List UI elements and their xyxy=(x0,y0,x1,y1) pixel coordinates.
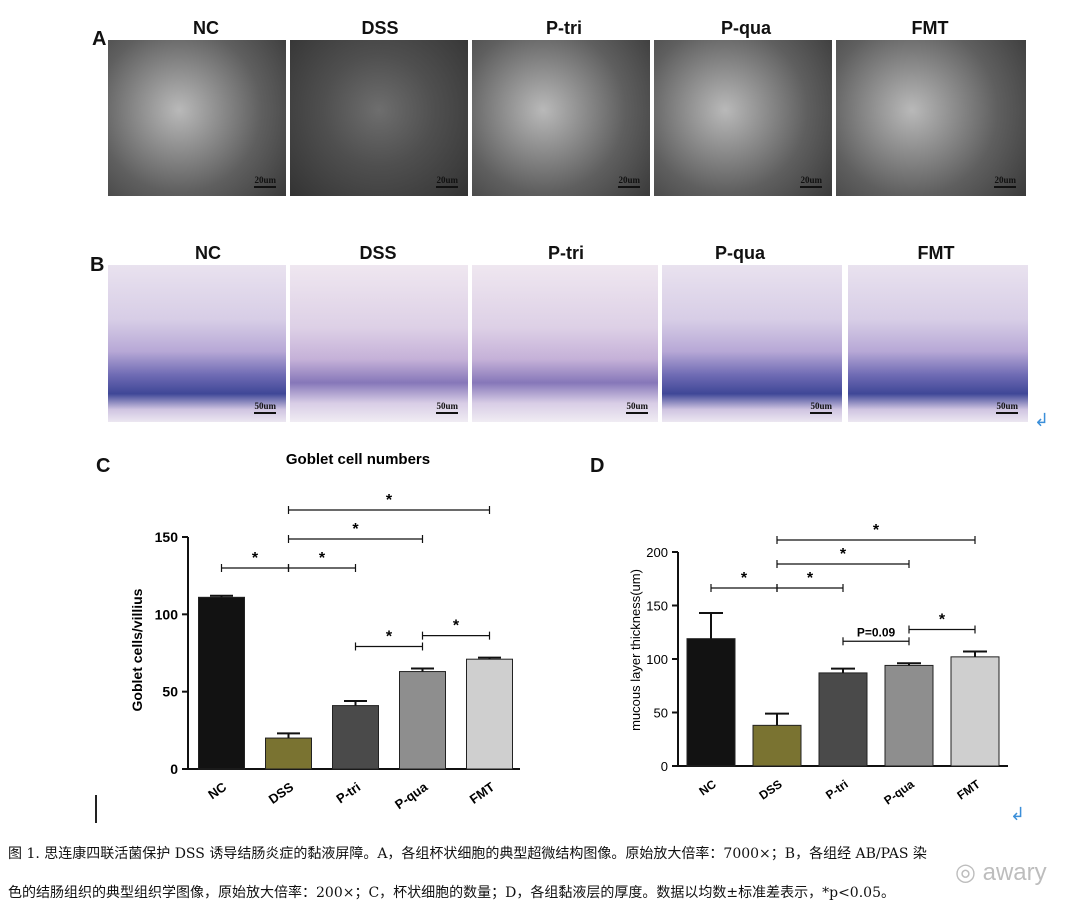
y-tick-label: 0 xyxy=(170,761,178,777)
panel-a-label-fmt: FMT xyxy=(911,18,949,38)
em-image-fmt: 20um xyxy=(836,40,1026,196)
significance-label: * xyxy=(807,570,814,587)
y-tick-label: 100 xyxy=(155,606,179,622)
bar-fmt xyxy=(466,658,513,770)
y-tick-label: 150 xyxy=(155,529,179,545)
caption-line-2: 色的结肠组织的典型组织学图像，原始放大倍率：200×；C，杯状细胞的数量；D，各… xyxy=(8,885,895,901)
histology-image-ptri: 50um xyxy=(472,265,658,422)
significance-label: * xyxy=(319,550,326,567)
bar-p-tri xyxy=(818,672,868,767)
y-axis-label: Goblet cells/villius xyxy=(129,588,145,711)
significance-label: * xyxy=(741,570,748,587)
text-cursor xyxy=(95,795,97,823)
watermark: ◎ awary xyxy=(955,859,1047,886)
y-tick-label: 100 xyxy=(646,652,668,667)
panel-a-label-ptri: P-tri xyxy=(546,18,582,38)
bar-p-qua xyxy=(399,671,446,770)
em-image-dss: 20um xyxy=(290,40,468,196)
significance-label: * xyxy=(453,618,460,635)
caption-line-1: 图 1. 思连康四联活菌保护 DSS 诱导结肠炎症的黏液屏障。A，各组杯状细胞的… xyxy=(8,846,927,862)
panel-a-label-dss: DSS xyxy=(361,18,399,38)
bar-p-tri xyxy=(332,705,379,770)
scale-bar: 20um xyxy=(436,175,458,188)
x-tick-label: P-tri xyxy=(823,777,851,802)
x-tick-label: FMT xyxy=(954,777,983,803)
y-axis-label: mucous layer thickness(um) xyxy=(628,569,643,731)
bar-p-qua xyxy=(884,664,934,767)
scale-bar: 20um xyxy=(800,175,822,188)
bar-fmt xyxy=(950,656,1000,767)
bar-nc xyxy=(686,638,736,767)
panel-b-letter: B xyxy=(90,254,105,276)
x-tick-label: FMT xyxy=(467,779,498,807)
chat-bubble-icon: ◎ xyxy=(955,859,976,886)
goblet-cell-chart: Goblet cell numbers Goblet cells/villius… xyxy=(129,451,520,810)
histology-image-dss: 50um xyxy=(290,265,468,422)
scale-bar: 50um xyxy=(810,401,832,414)
scale-bar: 50um xyxy=(254,401,276,414)
scale-bar: 20um xyxy=(618,175,640,188)
scale-bar: 20um xyxy=(994,175,1016,188)
bar-dss xyxy=(265,737,312,770)
panel-b-label-dss: DSS xyxy=(359,243,397,263)
y-tick-label: 50 xyxy=(654,706,668,721)
histology-image-pqua: 50um xyxy=(662,265,842,422)
mucous-layer-chart: mucous layer thickness(um) 0 50 100 150 200 N… xyxy=(628,522,1008,808)
x-tick-label: DSS xyxy=(756,777,784,803)
em-image-nc: 20um xyxy=(108,40,286,196)
scale-bar: 50um xyxy=(996,401,1018,414)
scale-bar: 50um xyxy=(436,401,458,414)
significance-label: * xyxy=(386,628,393,645)
panel-b-label-pqua: P-qua xyxy=(714,243,765,263)
y-tick-label: 50 xyxy=(162,684,178,700)
panel-a-letter: A xyxy=(92,28,107,50)
x-tick-label: P-qua xyxy=(392,779,431,810)
histology-image-fmt: 50um xyxy=(848,265,1028,422)
return-mark-icon: ↲ xyxy=(1034,410,1050,430)
panel-a-label-nc: NC xyxy=(193,18,219,38)
significance-label: * xyxy=(352,521,359,538)
chart-title: Goblet cell numbers xyxy=(286,451,430,468)
em-image-ptri: 20um xyxy=(472,40,650,196)
panel-b-label-fmt: FMT xyxy=(917,243,955,263)
x-tick-label: DSS xyxy=(266,779,297,807)
significance-label: * xyxy=(873,522,880,539)
panel-b-label-ptri: P-tri xyxy=(548,243,584,263)
bar-dss xyxy=(752,724,802,767)
em-image-pqua: 20um xyxy=(654,40,832,196)
significance-label: P=0.09 xyxy=(857,625,896,639)
y-tick-label: 200 xyxy=(646,545,668,560)
significance-label: * xyxy=(386,492,393,509)
return-mark-icon: ↲ xyxy=(1010,804,1026,824)
scale-bar: 20um xyxy=(254,175,276,188)
panel-b-label-nc: NC xyxy=(195,243,221,263)
panel-c-letter: C xyxy=(96,455,111,477)
x-tick-label: P-qua xyxy=(881,777,917,808)
histology-image-nc: 50um xyxy=(108,265,286,422)
scale-bar: 50um xyxy=(626,401,648,414)
panel-a-label-pqua: P-qua xyxy=(720,18,771,38)
significance-label: * xyxy=(252,550,259,567)
x-tick-label: P-tri xyxy=(333,779,363,806)
panel-d-letter: D xyxy=(590,455,605,477)
significance-label: * xyxy=(939,612,946,629)
x-tick-label: NC xyxy=(205,779,229,802)
x-tick-label: NC xyxy=(696,777,719,799)
significance-label: * xyxy=(840,546,847,563)
y-tick-label: 0 xyxy=(661,759,668,774)
bar-nc xyxy=(198,596,245,770)
y-tick-label: 150 xyxy=(646,599,668,614)
